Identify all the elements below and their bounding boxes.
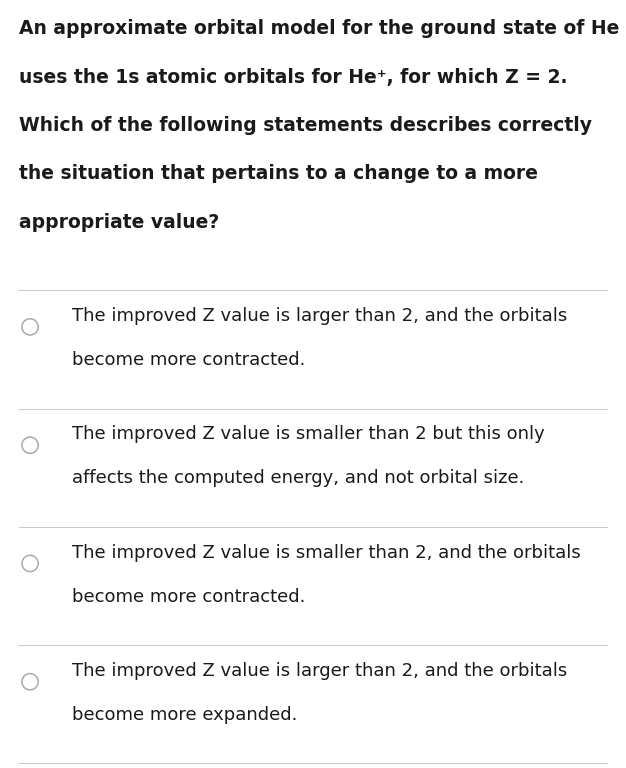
Text: appropriate value?: appropriate value? — [19, 213, 219, 232]
Text: The improved Z value is larger than 2, and the orbitals: The improved Z value is larger than 2, a… — [72, 662, 567, 680]
Text: The improved Z value is smaller than 2 but this only: The improved Z value is smaller than 2 b… — [72, 425, 545, 443]
Text: The improved Z value is smaller than 2, and the orbitals: The improved Z value is smaller than 2, … — [72, 544, 581, 561]
Text: the situation that pertains to a change to a more: the situation that pertains to a change … — [19, 164, 538, 184]
Text: An approximate orbital model for the ground state of He: An approximate orbital model for the gro… — [19, 19, 619, 38]
Text: Which of the following statements describes correctly: Which of the following statements descri… — [19, 116, 592, 135]
Text: affects the computed energy, and not orbital size.: affects the computed energy, and not orb… — [72, 469, 525, 487]
Text: The improved Z value is larger than 2, and the orbitals: The improved Z value is larger than 2, a… — [72, 307, 567, 325]
Text: become more expanded.: become more expanded. — [72, 706, 297, 723]
Text: become more contracted.: become more contracted. — [72, 588, 305, 605]
Text: uses the 1s atomic orbitals for He⁺, for which Z = 2.: uses the 1s atomic orbitals for He⁺, for… — [19, 68, 567, 87]
Text: become more contracted.: become more contracted. — [72, 351, 305, 369]
